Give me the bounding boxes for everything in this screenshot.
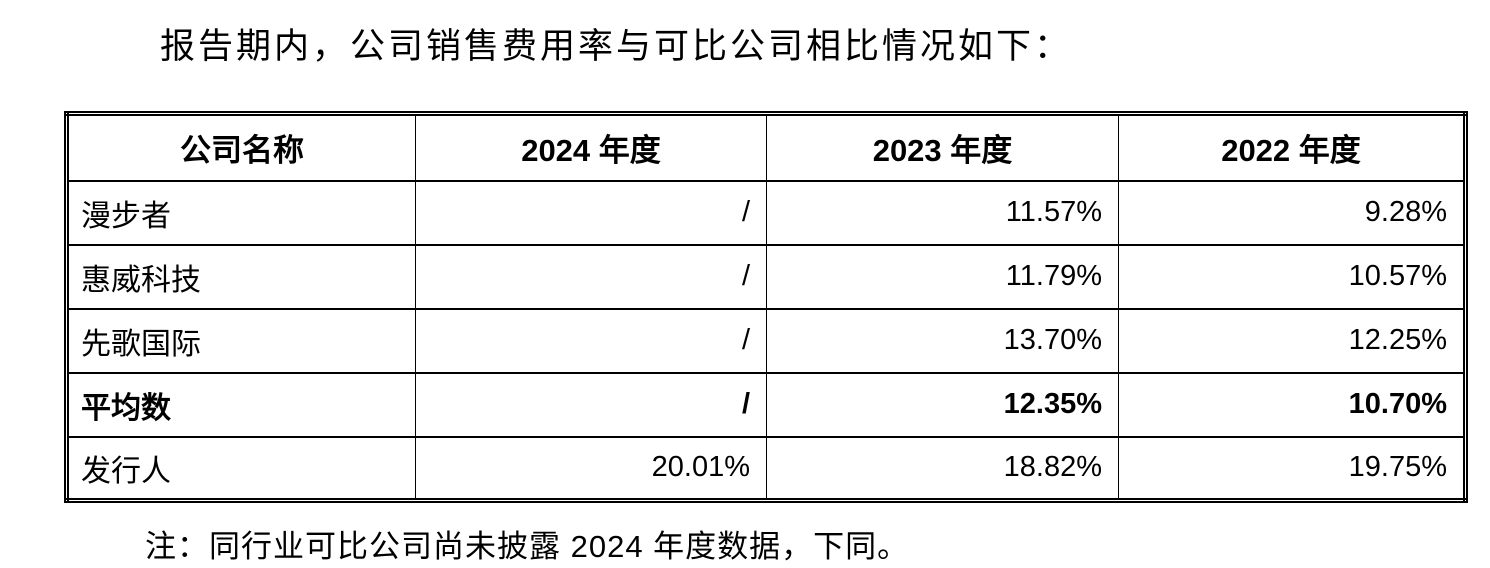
table-row: 漫步者 / 11.57% 9.28%: [66, 179, 1466, 246]
table-row: 先歌国际 / 13.70% 12.25%: [66, 307, 1466, 374]
company-name-cell: 平均数: [66, 371, 416, 438]
value-cell-2023: 13.70%: [766, 307, 1119, 374]
col-header-2022: 2022 年度: [1118, 112, 1466, 182]
company-name-cell: 先歌国际: [66, 307, 416, 374]
value-cell-2024: /: [415, 243, 767, 310]
table-body: 漫步者 / 11.57% 9.28% 惠威科技 / 11.79% 10.57% …: [66, 179, 1466, 502]
value-cell-2023: 12.35%: [766, 371, 1119, 438]
value-cell-2022: 10.70%: [1118, 371, 1466, 438]
col-header-company-name: 公司名称: [66, 112, 416, 182]
col-header-2024: 2024 年度: [415, 112, 767, 182]
value-cell-2024: /: [415, 371, 767, 438]
table-row: 惠威科技 / 11.79% 10.57%: [66, 243, 1466, 310]
value-cell-2022: 12.25%: [1118, 307, 1466, 374]
col-header-2023: 2023 年度: [766, 112, 1119, 182]
selling-expense-ratio-table: 公司名称 2024 年度 2023 年度 2022 年度 漫步者 / 11.57…: [64, 111, 1468, 503]
value-cell-2022: 19.75%: [1118, 435, 1466, 502]
table-row-issuer: 发行人 20.01% 18.82% 19.75%: [66, 435, 1466, 502]
value-cell-2023: 11.79%: [766, 243, 1119, 310]
table-header: 公司名称 2024 年度 2023 年度 2022 年度: [66, 112, 1466, 182]
value-cell-2024: /: [415, 179, 767, 246]
header-row: 公司名称 2024 年度 2023 年度 2022 年度: [66, 112, 1466, 182]
intro-paragraph: 报告期内，公司销售费用率与可比公司相比情况如下：: [160, 27, 1073, 66]
value-cell-2024: /: [415, 307, 767, 374]
value-cell-2022: 10.57%: [1118, 243, 1466, 310]
footnote: 注：同行业可比公司尚未披露 2024 年度数据，下同。: [145, 529, 910, 564]
company-name-cell: 漫步者: [66, 179, 416, 246]
company-name-cell: 惠威科技: [66, 243, 416, 310]
table-row-average: 平均数 / 12.35% 10.70%: [66, 371, 1466, 438]
value-cell-2023: 18.82%: [766, 435, 1119, 502]
value-cell-2022: 9.28%: [1118, 179, 1466, 246]
company-name-cell: 发行人: [66, 435, 416, 502]
value-cell-2024: 20.01%: [415, 435, 767, 502]
value-cell-2023: 11.57%: [766, 179, 1119, 246]
